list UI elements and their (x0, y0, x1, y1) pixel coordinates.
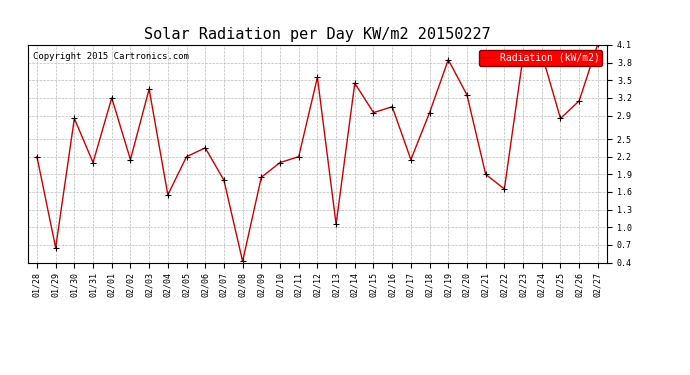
Legend: Radiation (kW/m2): Radiation (kW/m2) (479, 50, 602, 66)
Title: Solar Radiation per Day KW/m2 20150227: Solar Radiation per Day KW/m2 20150227 (144, 27, 491, 42)
Text: Copyright 2015 Cartronics.com: Copyright 2015 Cartronics.com (33, 51, 189, 60)
